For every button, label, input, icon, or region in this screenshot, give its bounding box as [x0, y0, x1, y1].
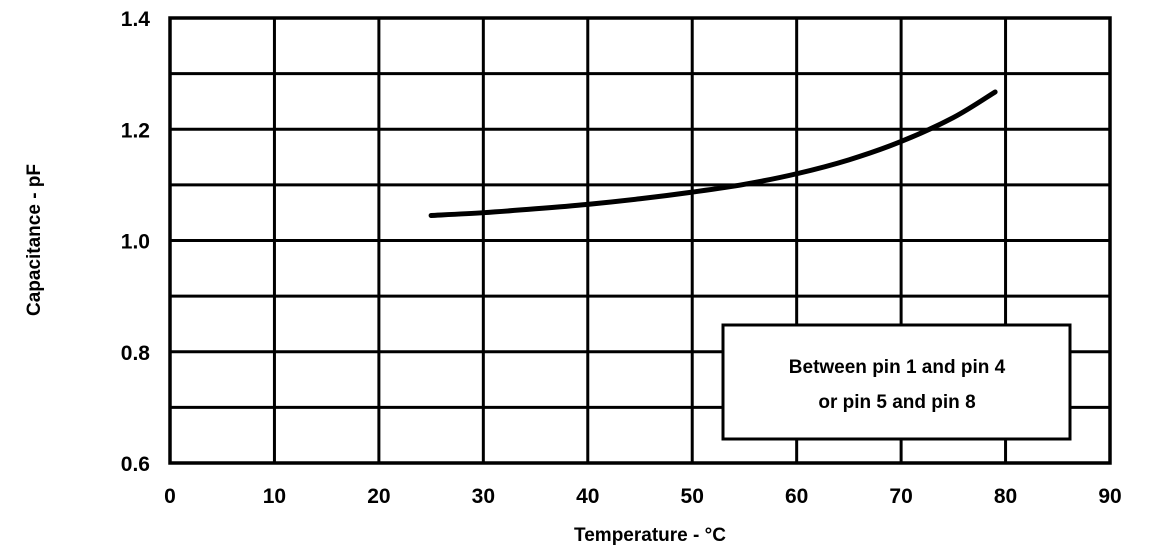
y-tick-label: 1.2 [121, 119, 150, 142]
y-tick-labels: 0.6 0.8 1.0 1.2 1.4 [121, 8, 151, 476]
x-tick-label: 10 [263, 485, 286, 508]
x-tick-label: 50 [681, 485, 704, 508]
x-tick-label: 80 [994, 485, 1017, 508]
annotation-line-2: or pin 5 and pin 8 [818, 392, 975, 413]
x-tick-label: 40 [576, 485, 599, 508]
x-tick-labels: 0 10 20 30 40 50 60 70 80 90 [164, 485, 1122, 508]
plot-frame [168, 16, 1112, 465]
annotation-box: Between pin 1 and pin 4 or pin 5 and pin… [721, 323, 1072, 441]
annotation-line-1: Between pin 1 and pin 4 [789, 357, 1006, 378]
capacitance-curve [428, 89, 998, 218]
y-tick-label: 1.0 [121, 231, 150, 254]
x-tick-label: 90 [1098, 485, 1121, 508]
x-tick-label: 70 [889, 485, 912, 508]
x-tick-label: 20 [367, 485, 390, 508]
x-tick-label: 60 [785, 485, 808, 508]
y-tick-label: 1.4 [121, 8, 151, 31]
x-tick-label: 0 [164, 485, 176, 508]
y-tick-label: 0.6 [121, 453, 150, 476]
y-axis-title: Capacitance - pF [24, 164, 45, 316]
annotation-frame [721, 323, 1072, 441]
x-axis-title: Temperature - °C [574, 525, 726, 546]
x-tick-label: 30 [472, 485, 495, 508]
y-tick-label: 0.8 [121, 342, 151, 365]
